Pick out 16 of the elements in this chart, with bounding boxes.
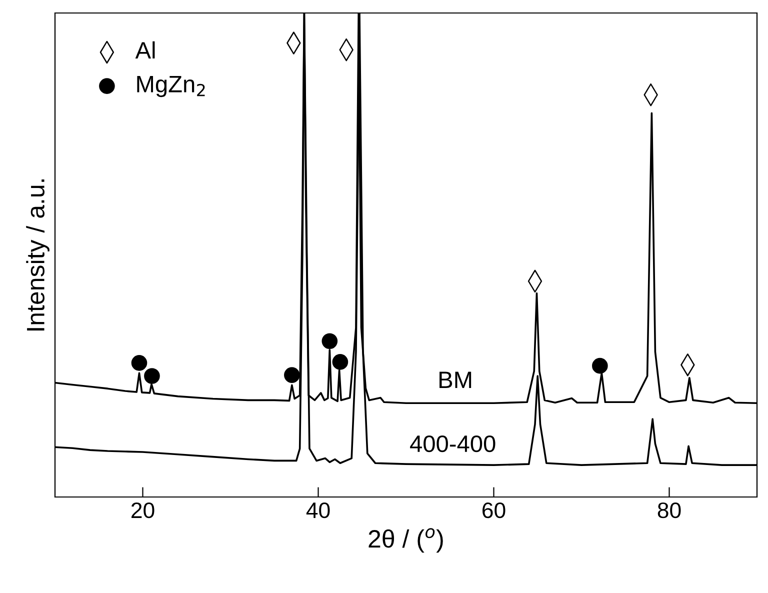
y-axis-title: Intensity / a.u. (26, 179, 50, 331)
point (131, 355, 148, 371)
legend-label: Al (135, 41, 155, 58)
series-label: BM (440, 372, 472, 388)
point (332, 354, 348, 370)
x-tick-label: 80 (658, 502, 681, 518)
x-tick-label: 20 (132, 502, 154, 518)
point (322, 333, 338, 350)
point (592, 358, 608, 374)
point (144, 368, 160, 384)
point (284, 367, 300, 383)
x-tick-label: 60 (482, 502, 506, 518)
x-axis-title: 2θ / ($^{o}$) (368, 528, 443, 553)
x-tick-label: 40 (306, 502, 330, 518)
legend-label: MgZn$_{2}$ (137, 76, 205, 98)
series-label: 400-400 (410, 435, 496, 452)
